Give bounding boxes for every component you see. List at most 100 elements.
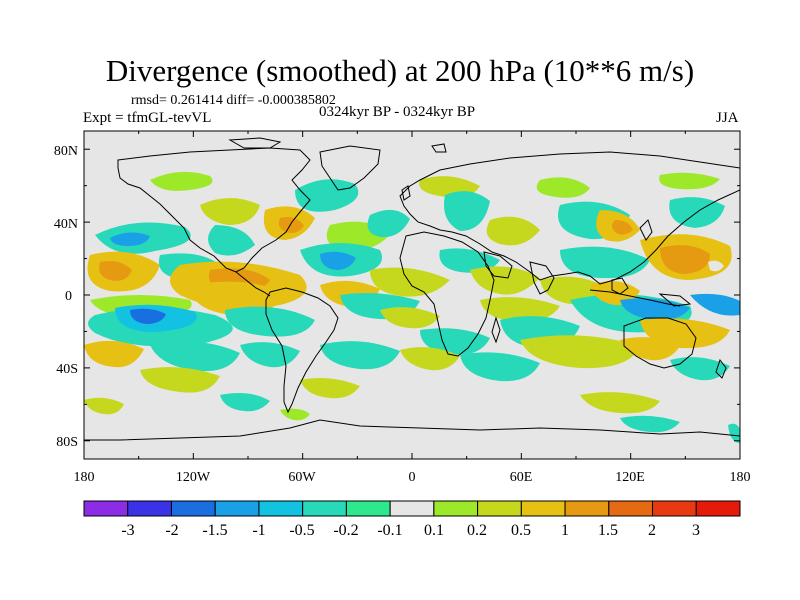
contour-blob (225, 306, 315, 337)
y-tick-label: 0 (65, 289, 72, 304)
contour-blob (560, 246, 650, 279)
contour-blob (708, 260, 724, 272)
colorbar-swatch (477, 500, 522, 517)
colorbar-swatch (608, 500, 654, 517)
colorbar-label: -0.1 (377, 522, 402, 539)
colorbar-label: -0.2 (333, 522, 358, 539)
coastline-borneo (611, 277, 629, 295)
contour-blob (320, 341, 400, 370)
colorbar-swatch (652, 500, 697, 517)
colorbar-swatch (345, 500, 391, 517)
coastline-madagascar (491, 316, 501, 344)
contour-blob (620, 298, 690, 321)
contour-blob (480, 297, 560, 322)
colorbar-label: -2 (165, 522, 178, 539)
stats-line: rmsd= 0.261414 diff= -0.000385802 (131, 93, 336, 108)
coastline-south-america (265, 287, 339, 414)
colorbar-swatch (258, 500, 304, 517)
plot-title: Divergence (smoothed) at 200 hPa (10**6 … (105, 53, 695, 88)
colorbar-swatch (127, 500, 172, 517)
colorbar (83, 500, 741, 517)
contour-blob (99, 261, 132, 281)
coastline-australia (623, 317, 697, 369)
x-tick-label: 0 (409, 470, 416, 485)
coastline-antarctica (84, 419, 740, 441)
contour-blob (367, 209, 410, 238)
x-tick-label: 60E (510, 470, 533, 485)
colorbar-label: 0.5 (511, 522, 531, 539)
coastline-north-america (117, 147, 311, 273)
contour-blob (420, 328, 490, 355)
colorbar-label: 0.1 (424, 522, 444, 539)
coastline-africa (399, 231, 495, 357)
colorbar-label: -0.5 (289, 522, 314, 539)
contour-blob (444, 191, 490, 231)
contour-blob (130, 308, 166, 324)
contour-blob (728, 423, 740, 443)
colorbar-label: 1 (561, 522, 569, 539)
colorbar-swatch (695, 500, 741, 517)
contour-blob (295, 179, 359, 212)
period-label: 0324kyr BP - 0324kyr BP (319, 104, 476, 120)
y-tick-labels: 80N 40N 0 40S 80S (54, 144, 78, 450)
colorbar-label: -3 (121, 522, 134, 539)
y-tick-label: 80N (54, 144, 78, 159)
contour-blob (110, 232, 150, 246)
colorbar-label: 2 (648, 522, 656, 539)
colorbar-swatch (302, 500, 347, 517)
season-label: JJA (716, 110, 739, 126)
colorbar-swatch (170, 500, 216, 517)
contour-blob (200, 198, 260, 225)
contour-blob (208, 225, 255, 256)
contour-blob (278, 217, 304, 234)
contour-blob (190, 281, 290, 315)
contour-blob (140, 367, 220, 393)
colorbar-swatch (214, 500, 260, 517)
colorbar-label: 1.5 (598, 522, 618, 539)
contour-blob (300, 378, 360, 399)
contour-blob (670, 357, 730, 381)
coastline-new-zealand (715, 358, 727, 379)
x-tick-label: 120W (176, 470, 211, 485)
colorbar-swatch (433, 500, 479, 517)
contour-blob (620, 415, 680, 433)
x-tick-labels: 180 120W 60W 0 60E 120E 180 (74, 470, 751, 485)
contour-blob (400, 347, 460, 371)
contour-blob (580, 392, 660, 414)
contour-blob (84, 397, 124, 415)
colorbar-label: 3 (692, 522, 700, 539)
coastline-layer (84, 137, 740, 441)
colorbar-swatch (520, 500, 566, 517)
coastline-british-isles (401, 185, 411, 201)
y-tick-label: 80S (56, 435, 78, 450)
contour-blob (470, 266, 540, 295)
colorbar-label: 0.2 (467, 522, 487, 539)
x-tick-label: 180 (730, 470, 751, 485)
contour-blob (612, 220, 633, 235)
coastline-indonesia (589, 289, 681, 307)
x-tick-label: 60W (288, 470, 316, 485)
contour-blob (150, 341, 240, 372)
contour-blob (690, 293, 740, 316)
contour-blob (520, 335, 640, 369)
contour-blob (84, 340, 144, 368)
y-tick-label: 40N (54, 217, 78, 232)
x-tick-label: 180 (74, 470, 95, 485)
coastline-new-guinea (658, 293, 692, 307)
colorbar-label: -1 (252, 522, 265, 539)
colorbar-swatch (83, 500, 129, 517)
contour-blob (460, 352, 540, 382)
coastline-japan (639, 219, 653, 241)
colorbar-swatch (564, 500, 610, 517)
colorbar-label: -1.5 (202, 522, 227, 539)
contour-blob (536, 177, 590, 198)
tick-layer (83, 131, 741, 459)
contour-blob (660, 245, 710, 274)
x-tick-label: 120E (615, 470, 645, 485)
contour-blob (220, 393, 270, 412)
contour-blob (150, 171, 213, 191)
coastline-arabia (483, 251, 513, 279)
coastline-svalbard (431, 143, 447, 153)
coastline-arctic-islands (228, 137, 282, 149)
